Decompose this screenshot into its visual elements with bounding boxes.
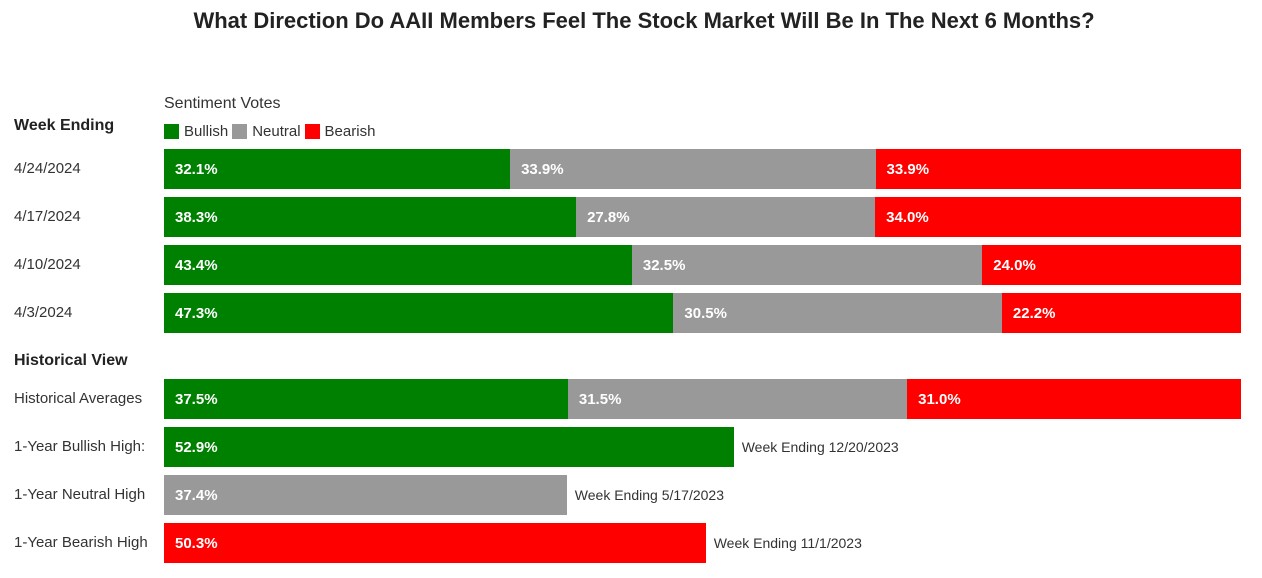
legend: Bullish Neutral Bearish	[164, 123, 379, 140]
historical-view-header: Historical View	[14, 352, 128, 369]
legend-item-bullish: Bullish	[164, 123, 228, 140]
legend-label-neutral: Neutral	[252, 123, 301, 140]
bearish-segment: 22.2%	[1001, 293, 1241, 333]
legend-swatch-bullish	[164, 124, 179, 139]
neutral-high-label: 1-Year Neutral High	[14, 486, 146, 503]
bearish-high-label: 1-Year Bearish High	[14, 534, 148, 551]
neutral-segment: 32.5%	[631, 245, 983, 285]
bearish-high-bar-row: 50.3%	[164, 523, 706, 563]
week-bar-row: 32.1% 33.9% 33.9%	[164, 149, 1241, 189]
week-label: 4/24/2024	[14, 160, 81, 177]
neutral-segment: 31.5%	[567, 379, 908, 419]
bullish-high-label: 1-Year Bullish High:	[14, 438, 146, 455]
bearish-segment: 31.0%	[907, 379, 1241, 419]
week-ending-header: Week Ending	[14, 117, 115, 134]
bullish-segment: 43.4%	[164, 245, 632, 285]
legend-item-bearish: Bearish	[304, 123, 376, 140]
week-label: 4/17/2024	[14, 208, 81, 225]
bullish-segment: 37.5%	[164, 379, 568, 419]
legend-title: Sentiment Votes	[164, 95, 281, 112]
bearish-segment: 34.0%	[875, 197, 1241, 237]
bearish-segment: 24.0%	[982, 245, 1241, 285]
week-label: 4/3/2024	[14, 304, 73, 321]
legend-item-neutral: Neutral	[232, 123, 301, 140]
week-bar-row: 43.4% 32.5% 24.0%	[164, 245, 1241, 285]
legend-swatch-bearish	[304, 124, 320, 139]
week-bar-row: 38.3% 27.8% 34.0%	[164, 197, 1241, 237]
bullish-segment: 47.3%	[164, 293, 674, 333]
chart-title: What Direction Do AAII Members Feel The …	[193, 8, 1095, 33]
bullish-high-bar-row: 52.9%	[164, 427, 734, 467]
neutral-segment: 27.8%	[576, 197, 876, 237]
neutral-high-bar: 37.4%	[164, 475, 567, 515]
legend-label-bullish: Bullish	[184, 123, 229, 140]
bullish-high-bar: 52.9%	[164, 427, 734, 467]
week-bar-row: 47.3% 30.5% 22.2%	[164, 293, 1241, 333]
neutral-high-bar-row: 37.4%	[164, 475, 567, 515]
bearish-high-bar: 50.3%	[164, 523, 706, 563]
bullish-segment: 38.3%	[164, 197, 577, 237]
historical-average-label: Historical Averages	[14, 390, 143, 407]
legend-label-bearish: Bearish	[324, 123, 376, 140]
bullish-high-note: Week Ending 12/20/2023	[741, 439, 899, 455]
bearish-high-note: Week Ending 11/1/2023	[713, 535, 862, 551]
legend-swatch-neutral	[232, 124, 248, 139]
historical-average-bar-row: 37.5% 31.5% 31.0%	[164, 379, 1241, 419]
week-label: 4/10/2024	[14, 256, 81, 273]
bullish-segment: 32.1%	[164, 149, 511, 189]
neutral-high-note: Week Ending 5/17/2023	[574, 487, 724, 503]
bearish-segment: 33.9%	[875, 149, 1241, 189]
neutral-segment: 33.9%	[510, 149, 876, 189]
neutral-segment: 30.5%	[673, 293, 1002, 333]
